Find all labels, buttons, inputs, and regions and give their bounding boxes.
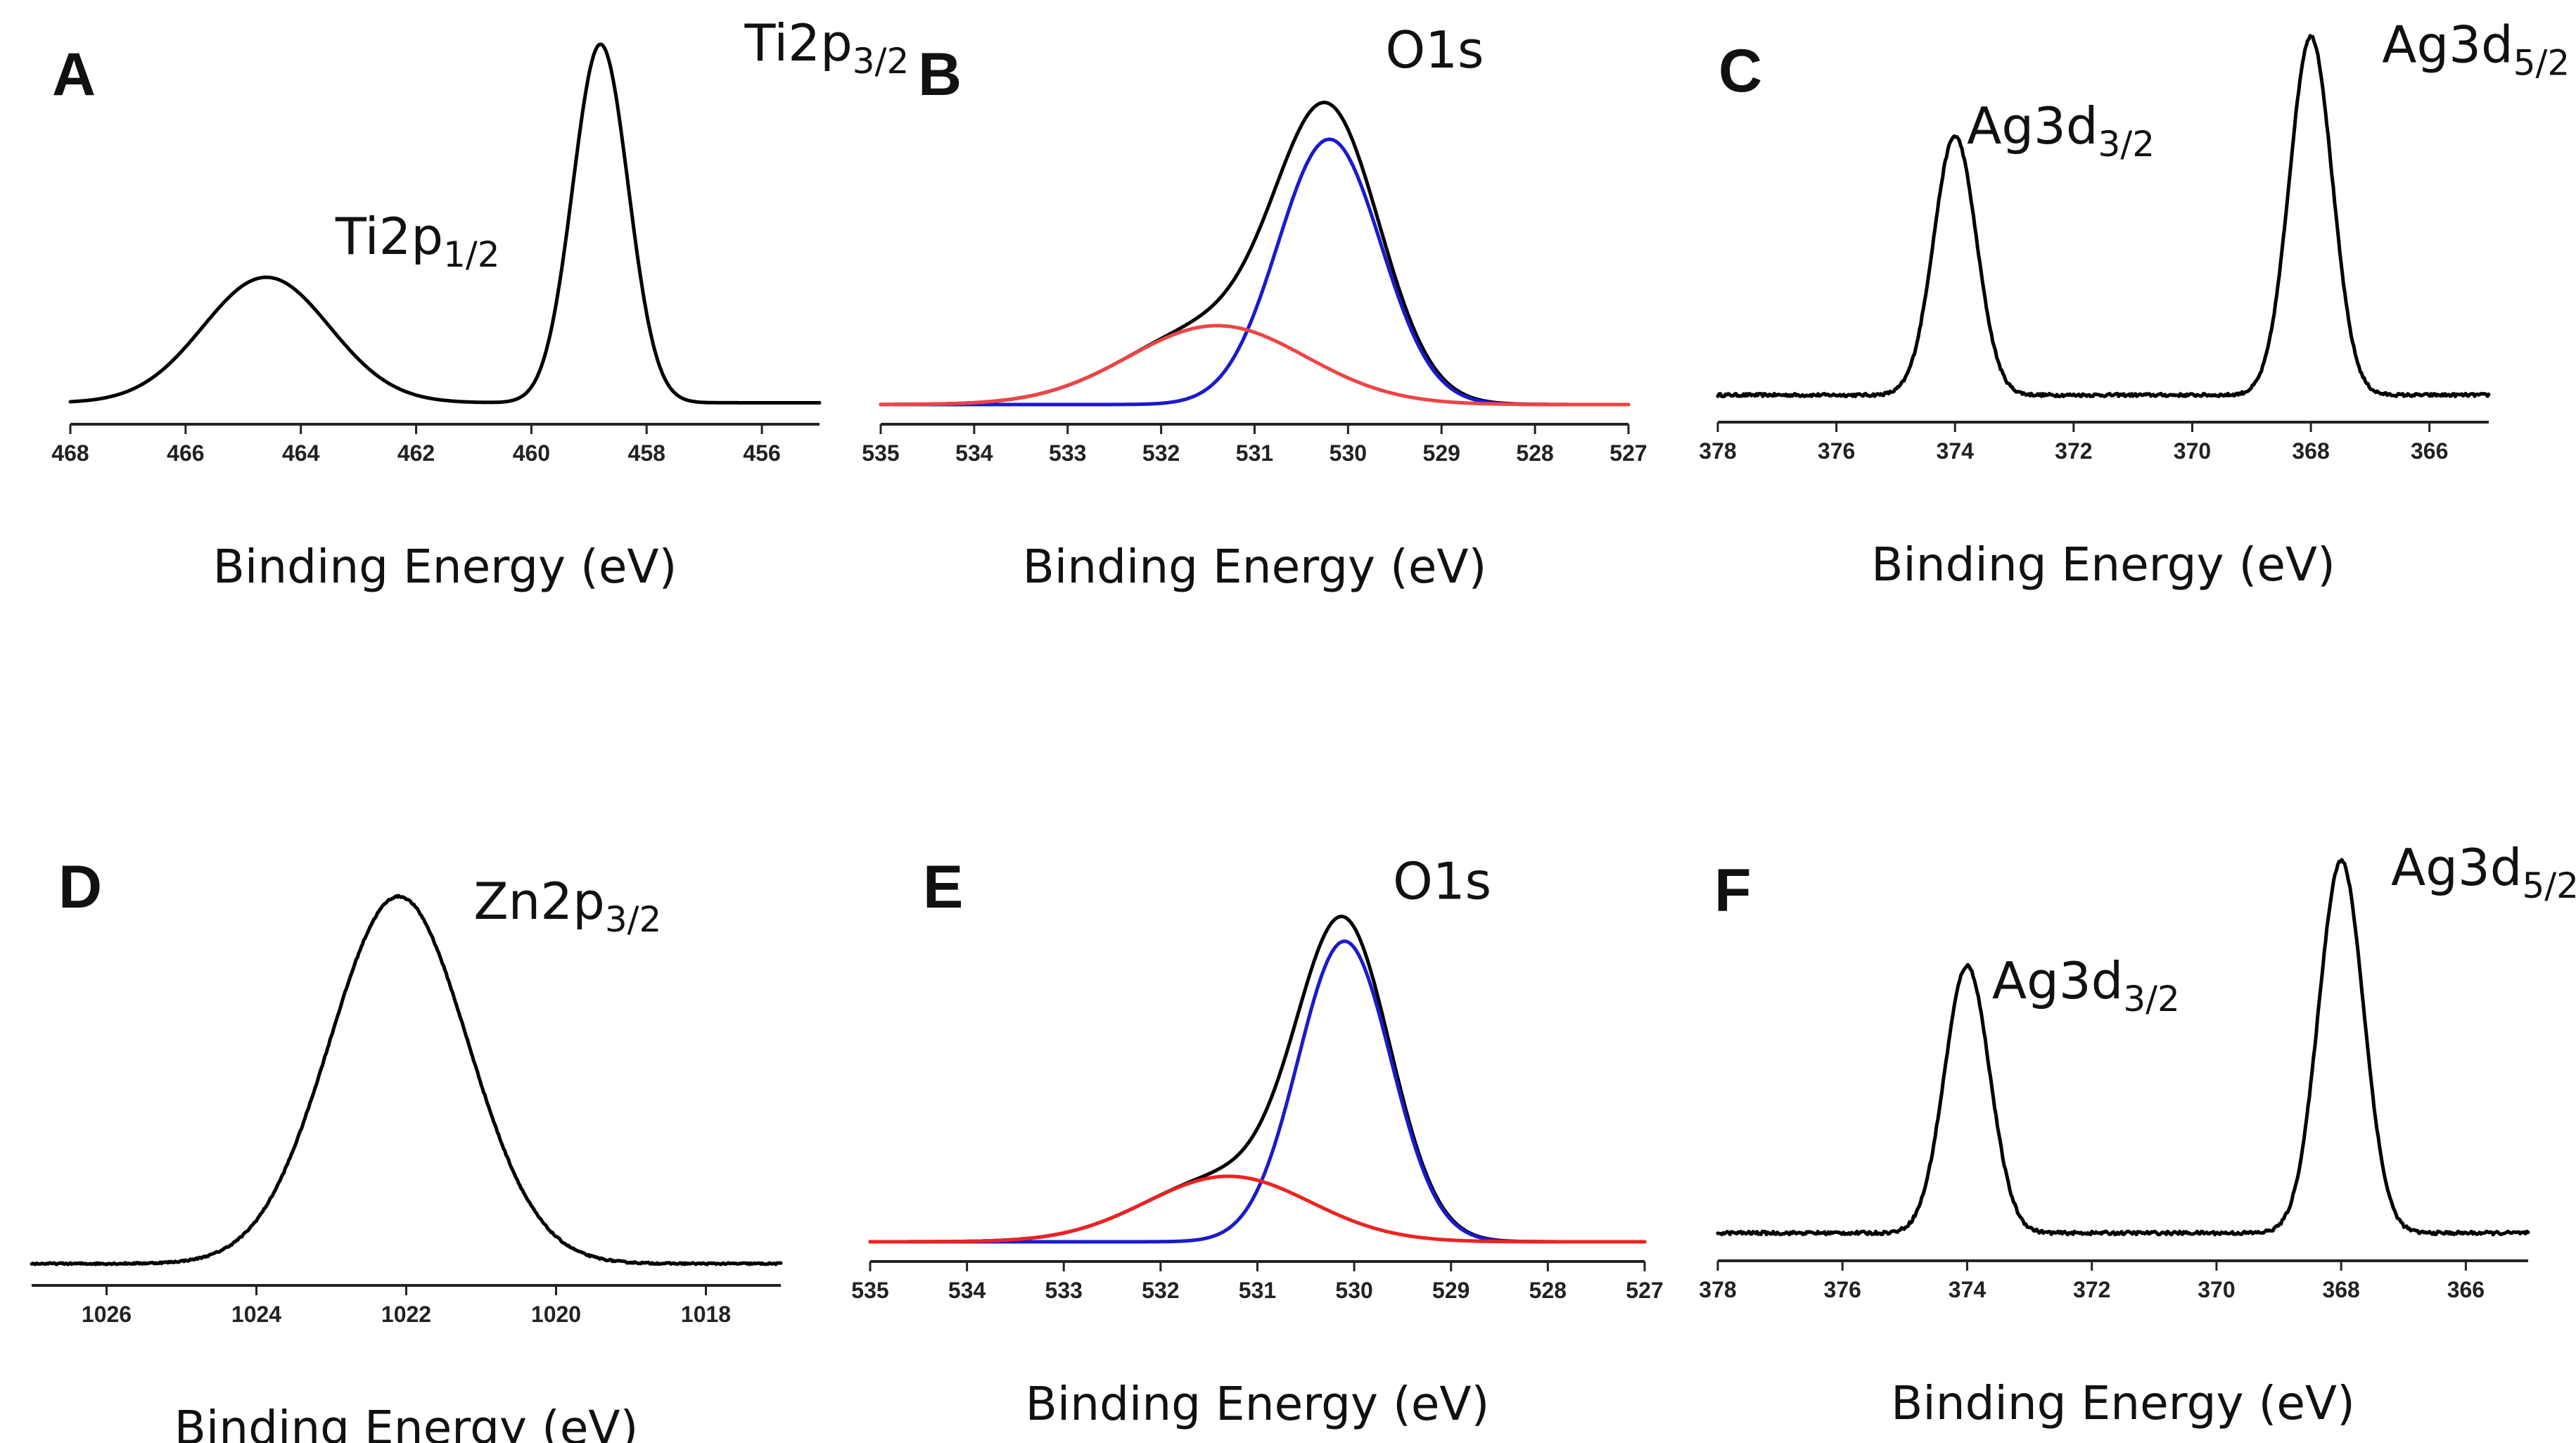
x-tick-label: 531 — [1239, 1278, 1276, 1303]
x-tick-label: 1026 — [82, 1302, 132, 1327]
series-line-lattice-o — [868, 939, 1647, 1244]
series-line-ag3d — [1716, 858, 2530, 1237]
peak-annotation: O1s — [1393, 852, 1491, 911]
x-tick-label: 464 — [282, 440, 320, 466]
x-tick-label: 528 — [1516, 440, 1553, 466]
series-line-o1s-envelope — [879, 101, 1631, 407]
x-axis-title: Binding Energy (eV) — [174, 1401, 639, 1443]
x-tick-label: 535 — [862, 440, 899, 466]
panel-d: D 1026 1024 1022 1020 1018 Binding Energy (eV)… — [30, 853, 783, 1443]
panel-letter: B — [918, 41, 962, 108]
panel-b: B 535 534 533 532 531 530 529 528 527 Binding Ener… — [862, 20, 1647, 594]
peak-annotation: Ag3d3/2 — [1967, 96, 2155, 165]
series-line-ti2p — [68, 42, 822, 405]
x-tick-label: 366 — [2447, 1277, 2485, 1302]
x-tick-label: 372 — [2055, 438, 2092, 464]
x-tick-label: 527 — [1609, 440, 1647, 466]
x-tick-label: 372 — [2073, 1277, 2110, 1302]
x-tick-label: 370 — [2198, 1277, 2235, 1302]
x-tick-label: 378 — [1699, 1277, 1736, 1302]
x-tick-label: 1018 — [681, 1302, 731, 1327]
series-line-surface-oh — [868, 1174, 1647, 1244]
x-tick-label: 374 — [1949, 1277, 1987, 1302]
x-tick-label: 533 — [1045, 1278, 1083, 1303]
x-tick-label: 532 — [1142, 440, 1180, 466]
x-tick-label: 458 — [628, 440, 665, 466]
x-tick-label: 462 — [397, 440, 435, 466]
panel-letter: E — [923, 853, 963, 921]
series-line-lattice-o — [879, 137, 1631, 407]
x-tick-label: 534 — [955, 440, 993, 466]
x-tick-label: 368 — [2322, 1277, 2359, 1302]
x-tick-label: 1022 — [381, 1302, 431, 1327]
x-tick-label: 468 — [51, 440, 89, 466]
peak-annotation: Zn2p3/2 — [473, 872, 661, 940]
x-tick-label: 532 — [1142, 1278, 1179, 1303]
panel-c: C 378 376 374 372 370 368 366 Binding Energy (eV… — [1699, 15, 2570, 592]
x-tick-label: 376 — [1824, 1277, 1861, 1302]
peak-annotation: Ag3d3/2 — [1992, 951, 2180, 1019]
x-axis-title: Binding Energy (eV) — [1891, 1376, 2355, 1430]
x-axis-title: Binding Energy (eV) — [1023, 540, 1487, 594]
x-tick-label: 466 — [167, 440, 204, 466]
x-tick-label: 460 — [513, 440, 550, 466]
x-tick-label: 376 — [1818, 438, 1855, 464]
panel-e: E 535 534 533 532 531 530 529 528 527 Binding Ener… — [851, 852, 1663, 1431]
panel-a: A 468 466 464 462 460 458 456 Binding Energy (eV… — [51, 13, 909, 594]
peak-annotation: Ag3d5/2 — [2382, 15, 2570, 83]
x-tick-label: 533 — [1049, 440, 1086, 466]
series-line-zn2p — [30, 894, 783, 1266]
x-tick-label: 527 — [1626, 1278, 1663, 1303]
x-tick-label: 370 — [2174, 438, 2211, 464]
panel-letter: F — [1714, 857, 1752, 924]
x-tick-label: 368 — [2292, 438, 2329, 464]
panel-letter: C — [1719, 37, 1762, 105]
panel-f: F 378 376 374 372 370 368 366 Binding Energy (eV… — [1699, 838, 2576, 1430]
panel-letter: D — [58, 853, 102, 921]
x-tick-label: 1020 — [531, 1302, 581, 1327]
x-tick-label: 366 — [2411, 438, 2448, 464]
series-line-surface-oh — [879, 324, 1631, 407]
panel-letter: A — [52, 41, 96, 108]
x-axis-title: Binding Energy (eV) — [1871, 538, 2335, 592]
x-tick-label: 531 — [1236, 440, 1273, 466]
series-line-ag3d — [1716, 34, 2491, 399]
x-tick-label: 1024 — [231, 1302, 281, 1327]
x-tick-label: 535 — [851, 1278, 888, 1303]
x-tick-label: 534 — [948, 1278, 986, 1303]
x-tick-label: 529 — [1423, 440, 1460, 466]
x-tick-label: 378 — [1699, 438, 1736, 464]
peak-annotation: Ti2p3/2 — [744, 13, 910, 82]
x-tick-label: 530 — [1330, 440, 1367, 466]
peak-annotation: Ti2p1/2 — [335, 207, 500, 275]
x-axis-title: Binding Energy (eV) — [1026, 1377, 1490, 1431]
peak-annotation: O1s — [1386, 20, 1484, 80]
x-tick-label: 529 — [1432, 1278, 1469, 1303]
x-tick-label: 374 — [1937, 438, 1975, 464]
x-tick-label: 528 — [1529, 1278, 1567, 1303]
peak-annotation: Ag3d5/2 — [2391, 838, 2576, 906]
x-tick-label: 530 — [1335, 1278, 1372, 1303]
x-axis-title: Binding Energy (eV) — [213, 540, 677, 594]
x-tick-label: 456 — [743, 440, 780, 466]
